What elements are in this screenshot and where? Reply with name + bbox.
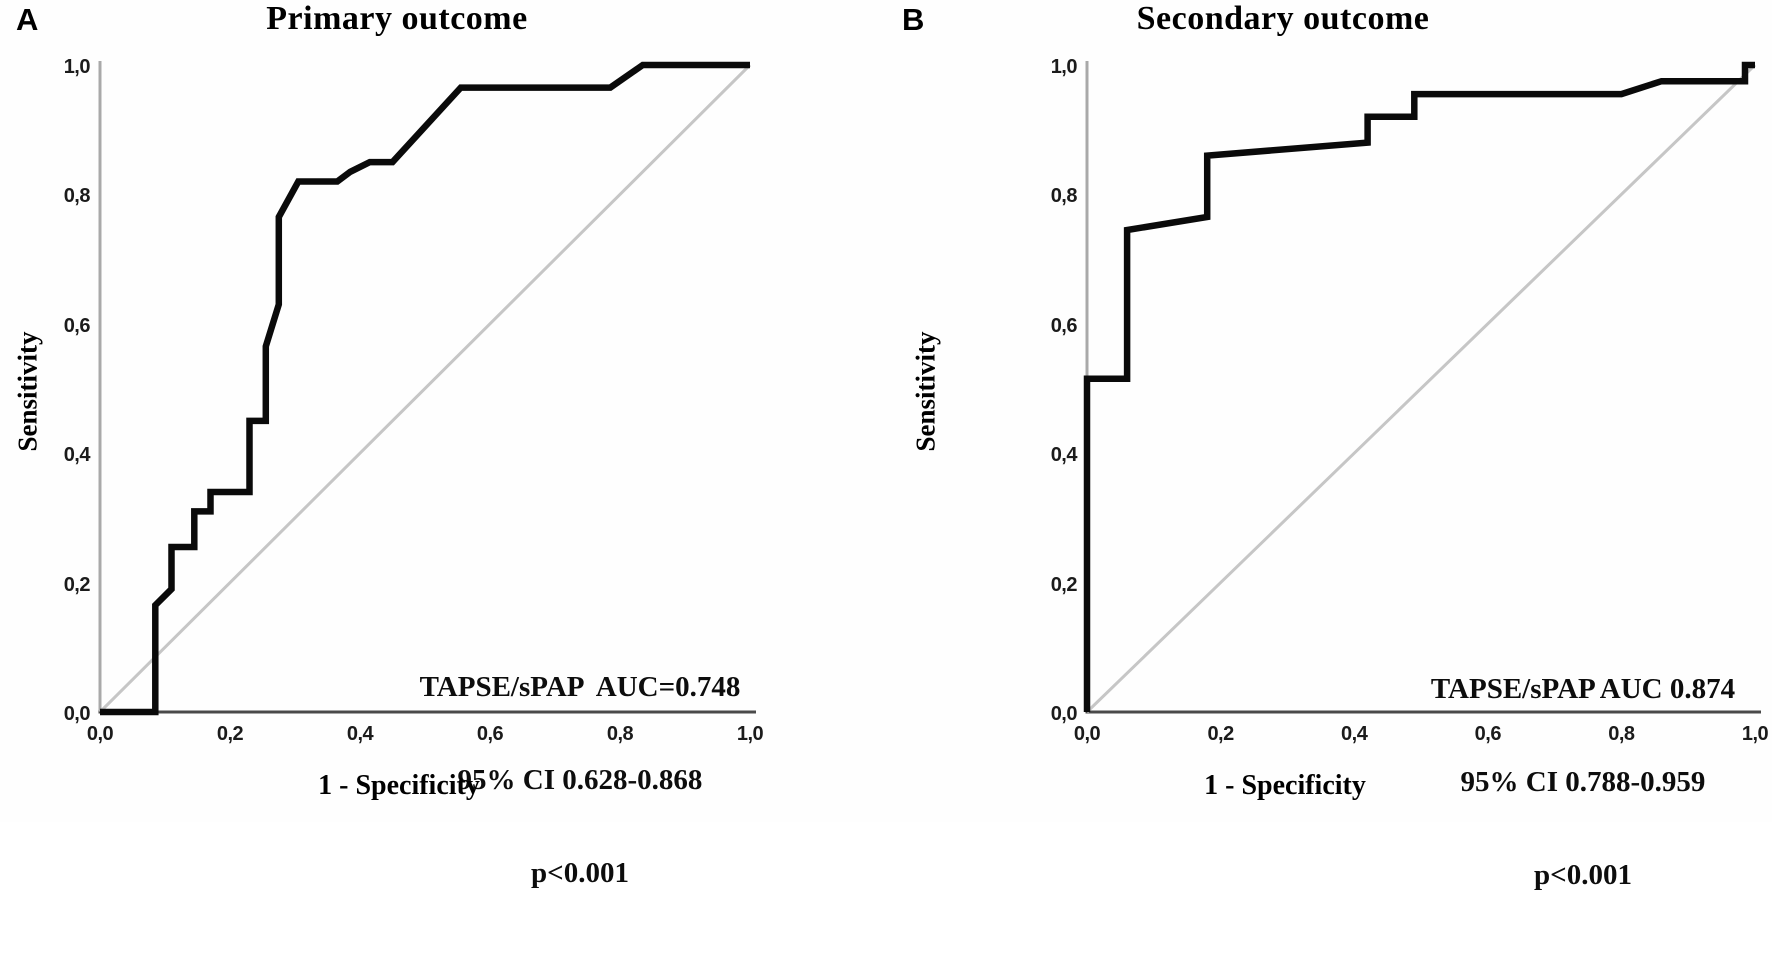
x-tick-label: 0,2 [1207, 723, 1234, 745]
x-tick-label: 0,8 [606, 723, 634, 745]
y-tick-label: 1,0 [1050, 56, 1078, 78]
reference-diagonal [98, 63, 752, 714]
y-tick-label: 0,8 [1050, 185, 1078, 208]
y-tick-label: 0,4 [63, 444, 91, 467]
panel-primary-outcome: A Primary outcome Sensitivity 0,0 0,2 0,4 0… [0, 0, 886, 889]
y-tick-label: 0,0 [1050, 703, 1078, 725]
roc-curve [1083, 61, 1755, 712]
annotation-pvalue: p<0.001 [1534, 859, 1632, 891]
y-tick-label: 0,2 [63, 573, 91, 596]
roc-figure: A Primary outcome Sensitivity 0,0 0,2 0,4 0… [0, 0, 1772, 891]
panel-letter: B [902, 2, 925, 37]
x-axis-title: 1 - Specificity [1204, 770, 1366, 801]
y-tick-label: 0,6 [1050, 314, 1078, 337]
annotation-ci: 95% CI 0.628-0.868 [457, 764, 703, 796]
panel-title: Secondary outcome [1136, 0, 1430, 37]
reference-diagonal [1085, 63, 1757, 714]
x-tick-label: 0,4 [346, 723, 374, 745]
x-tick-label: 0,6 [1474, 723, 1502, 745]
y-tick-label: 0,0 [63, 703, 91, 725]
panel-secondary-outcome: B Secondary outcome Sensitivity 0,0 0,2 0,… [886, 0, 1772, 891]
x-tick-label: 0,4 [1341, 723, 1368, 745]
panel-letter: A [16, 2, 39, 37]
x-tick-label: 0,6 [476, 723, 504, 745]
x-tick-label: 0,0 [86, 723, 114, 745]
roc-curve [100, 61, 750, 716]
panel-title: Primary outcome [266, 0, 528, 37]
annotation-auc: TAPSE/sPAP AUC 0.874 [1430, 673, 1736, 705]
x-tick-label: 0,2 [216, 723, 244, 745]
annotation-pvalue: p<0.001 [531, 857, 629, 889]
y-tick-label: 0,8 [63, 185, 91, 208]
x-tick-label: 0,0 [1073, 723, 1101, 745]
x-tick-label: 1,0 [1741, 723, 1769, 745]
y-tick-label: 0,2 [1050, 573, 1078, 596]
y-tick-label: 0,4 [1050, 444, 1078, 467]
x-tick-label: 1,0 [736, 723, 764, 745]
roc-plot [1083, 61, 1761, 714]
x-axis-title: 1 - Specificity [318, 770, 480, 801]
y-tick-label: 0,6 [63, 314, 91, 337]
annotation-ci: 95% CI 0.788-0.959 [1460, 766, 1706, 798]
annotation-auc: TAPSE/sPAP AUC=0.748 [419, 671, 741, 703]
x-tick-label: 0,8 [1608, 723, 1635, 745]
roc-plot [98, 61, 756, 716]
y-tick-label: 1,0 [63, 56, 91, 78]
